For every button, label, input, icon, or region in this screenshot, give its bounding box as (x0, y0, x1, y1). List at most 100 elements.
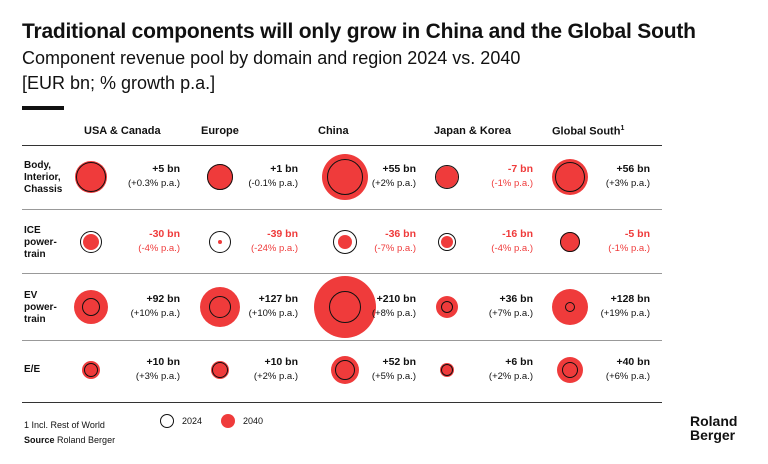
change-value: +210 bn (376, 293, 416, 305)
row-label-line: Chassis (24, 184, 63, 195)
logo-line-2: Berger (690, 427, 736, 443)
change-value: -5 bn (624, 228, 650, 240)
change-value: +1 bn (270, 163, 298, 175)
change-value: +55 bn (382, 163, 416, 175)
change-value: -39 bn (267, 228, 298, 240)
row-divider (22, 273, 662, 274)
row-label-line: train (24, 249, 46, 260)
row-label-ice-power-train: ICE power-train (24, 225, 57, 261)
growth-rate: (-1% p.a.) (608, 243, 650, 254)
change-value: -7 bn (507, 163, 533, 175)
footnote: 1 Incl. Rest of World (24, 420, 105, 430)
growth-rate: (+8% p.a.) (371, 308, 416, 319)
column-header-europe: Europe (201, 125, 239, 137)
row-divider (22, 402, 662, 403)
bubble-2024 (435, 165, 459, 189)
growth-rate: (-7% p.a.) (374, 243, 416, 254)
growth-rate: (+7% p.a.) (488, 308, 533, 319)
roland-berger-logo: Roland Berger (690, 414, 737, 442)
growth-rate: (+2% p.a.) (488, 371, 533, 382)
column-header-usa-canada: USA & Canada (84, 125, 161, 137)
bubble-2024 (209, 231, 231, 253)
growth-rate: (-4% p.a.) (491, 243, 533, 254)
row-label-line: EV (24, 290, 38, 301)
legend-2040-swatch (221, 414, 235, 428)
growth-rate: (+10% p.a.) (248, 308, 298, 319)
growth-rate: (+3% p.a.) (605, 178, 650, 189)
bubble-2024 (212, 362, 228, 378)
growth-rate: (+3% p.a.) (135, 371, 180, 382)
row-label-ev-power-train: EV power-train (24, 290, 57, 326)
growth-rate: (+19% p.a.) (600, 308, 650, 319)
row-label-e-e: E/E (24, 364, 40, 376)
source-label: Source (24, 435, 55, 445)
source-text: Roland Berger (57, 435, 116, 445)
growth-rate: (+2% p.a.) (253, 371, 298, 382)
growth-rate: (-1% p.a.) (491, 178, 533, 189)
row-label-line: Body, (24, 160, 52, 171)
bubble-2024 (441, 301, 453, 313)
column-header-japan-korea: Japan & Korea (434, 125, 512, 137)
column-header-china: China (318, 125, 349, 137)
change-value: +10 bn (264, 356, 298, 368)
change-value: -16 bn (502, 228, 533, 240)
row-label-line: power- (24, 302, 57, 313)
column-header-global-south: Global South1 (552, 125, 625, 138)
bubble-2024 (562, 362, 578, 378)
change-value: +52 bn (382, 356, 416, 368)
bubble-2024 (335, 360, 355, 380)
row-divider (22, 209, 662, 210)
growth-rate: (+10% p.a.) (130, 308, 180, 319)
chart-subtitle: Component revenue pool by domain and reg… (22, 48, 521, 68)
change-value: +36 bn (499, 293, 533, 305)
change-value: +40 bn (616, 356, 650, 368)
change-value: +5 bn (152, 163, 180, 175)
growth-rate: (-0.1% p.a.) (248, 178, 298, 189)
bubble-2024 (209, 296, 231, 318)
bubble-2024 (207, 164, 233, 190)
row-label-line: Interior, (24, 172, 61, 183)
bubble-2024 (84, 363, 98, 377)
bubble-2024 (441, 364, 453, 376)
change-value: +128 bn (610, 293, 650, 305)
row-label-line: train (24, 314, 46, 325)
bubble-2024 (329, 291, 361, 323)
growth-rate: (-4% p.a.) (138, 243, 180, 254)
bubble-2024 (333, 230, 357, 254)
change-value: +10 bn (146, 356, 180, 368)
change-value: -30 bn (149, 228, 180, 240)
change-value: +56 bn (616, 163, 650, 175)
bubble-2024 (82, 298, 100, 316)
bubble-2024 (560, 232, 580, 252)
row-label-line: power- (24, 237, 57, 248)
row-label-line: E/E (24, 364, 41, 375)
change-value: -36 bn (385, 228, 416, 240)
bubble-2024 (555, 162, 585, 192)
legend-2040-label: 2040 (243, 416, 264, 426)
change-value: +6 bn (505, 356, 533, 368)
page-title: Traditional components will only grow in… (22, 20, 696, 43)
growth-rate: (-24% p.a.) (251, 243, 298, 254)
footnote-marker: 1 (620, 125, 625, 132)
row-label-line: ICE (24, 225, 41, 236)
change-value: +92 bn (146, 293, 180, 305)
row-divider (22, 145, 662, 146)
change-value: +127 bn (258, 293, 298, 305)
logo-line-1: Roland (690, 413, 738, 429)
growth-rate: (+0.3% p.a.) (127, 178, 180, 189)
bubble-2024 (76, 162, 106, 192)
legend-2024-label: 2024 (182, 416, 203, 426)
bubble-2024 (438, 233, 456, 251)
legend-2024-swatch (160, 414, 174, 428)
source-line: Source Roland Berger (24, 435, 115, 445)
growth-rate: (+5% p.a.) (371, 371, 416, 382)
bubble-2024 (327, 159, 363, 195)
bubble-2024 (80, 231, 102, 253)
bubble-2024 (565, 302, 575, 312)
growth-rate: (+6% p.a.) (605, 371, 650, 382)
unit-label: [EUR bn; % growth p.a.] (22, 73, 216, 93)
growth-rate: (+2% p.a.) (371, 178, 416, 189)
title-underline (22, 106, 64, 110)
row-label-body-interior-chassis: Body, Interior, Chassis (24, 160, 62, 196)
row-divider (22, 340, 662, 341)
